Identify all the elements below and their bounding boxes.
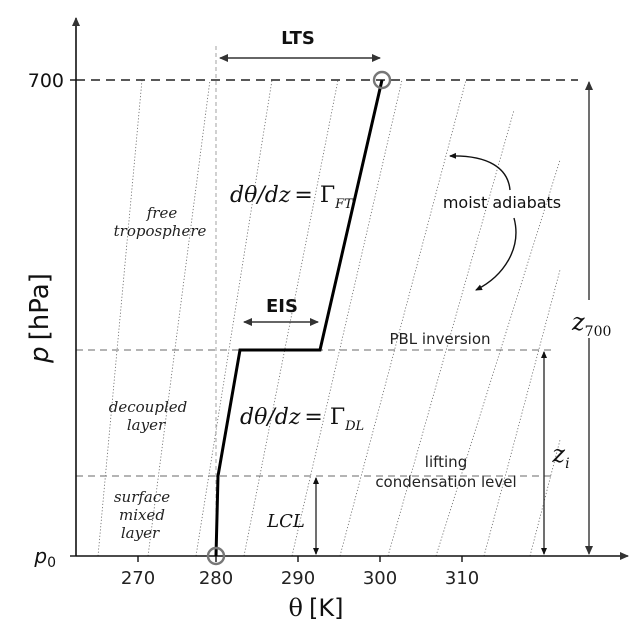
x-tick-label: 290 (281, 568, 315, 589)
lifting-label-2: condensation level (375, 473, 516, 491)
y-axis-label: p[hPa] (25, 273, 55, 364)
surface-label-2: mixed (119, 506, 165, 524)
zi-label: zi (551, 440, 569, 472)
equation-free-troposphere: dθ/dz = ΓFT (230, 183, 354, 212)
eis-label: EIS (266, 296, 298, 317)
x-tick-label: 310 (445, 568, 479, 589)
profile-top-marker (372, 70, 392, 90)
z700-label: z700 (571, 308, 611, 340)
free-troposphere-label-1: free (146, 204, 178, 222)
moist-adiabats-lines (97, 79, 561, 557)
surface-label-3: layer (121, 524, 160, 542)
moist-adiabats-label: moist adiabats (443, 193, 561, 212)
lifting-label-1: lifting (425, 453, 467, 471)
lcl-label: LCL (266, 511, 305, 532)
y-tick-label-p0: p0 (33, 544, 56, 571)
surface-label-1: surface (114, 488, 170, 506)
decoupled-label-2: layer (127, 416, 166, 434)
y-tick-label-700: 700 (28, 70, 64, 92)
decoupled-label-1: decoupled (109, 398, 187, 416)
x-tick-label: 280 (199, 568, 233, 589)
lts-label: LTS (281, 28, 315, 49)
x-axis-label: θ [K] (289, 594, 344, 622)
x-tick-label: 270 (121, 568, 155, 589)
equation-decoupled-layer: dθ/dz = ΓDL (240, 405, 364, 434)
moist-adiabats-arrow-down (475, 217, 517, 291)
x-tick-marks (137, 556, 463, 562)
theta-profile (214, 79, 384, 557)
pbl-inversion-label: PBL inversion (389, 330, 490, 348)
x-tick-label: 300 (363, 568, 397, 589)
moist-adiabats-arrow-up (449, 152, 511, 191)
free-troposphere-label-2: troposphere (114, 222, 207, 240)
profile-bottom-marker (206, 546, 226, 566)
